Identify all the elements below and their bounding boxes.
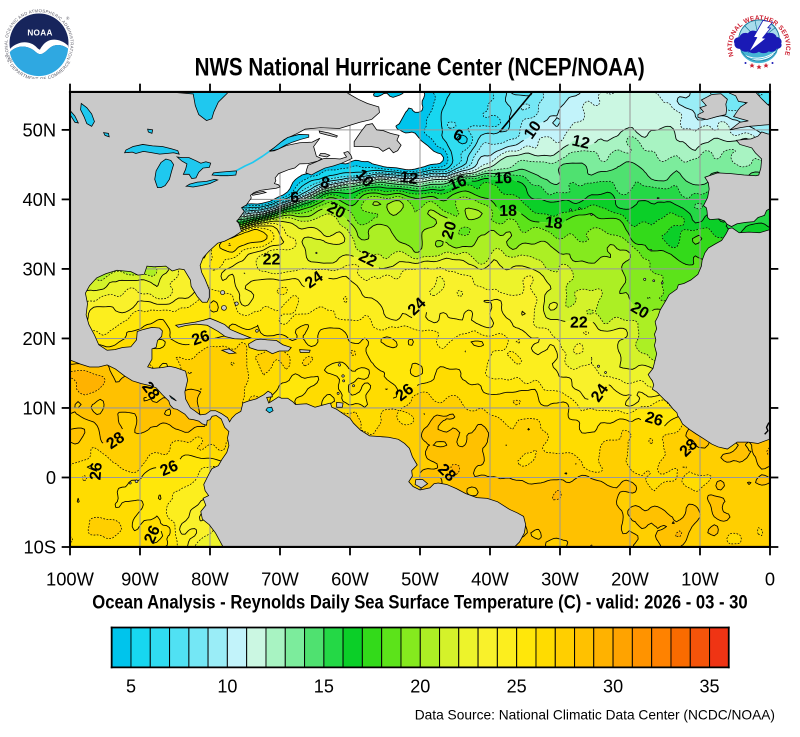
svg-text:50N: 50N: [22, 120, 56, 141]
svg-text:20: 20: [628, 299, 652, 323]
svg-text:®: ®: [66, 15, 70, 21]
svg-text:70W: 70W: [261, 568, 299, 589]
svg-text:NWS National Hurricane Center: NWS National Hurricane Center (NCEP/NOAA…: [195, 53, 645, 81]
svg-text:20: 20: [410, 677, 430, 697]
svg-text:10W: 10W: [681, 568, 719, 589]
svg-text:50W: 50W: [401, 568, 439, 589]
svg-text:35: 35: [699, 677, 719, 697]
svg-text:16: 16: [494, 170, 512, 187]
svg-text:0: 0: [765, 568, 775, 589]
svg-text:12: 12: [399, 169, 419, 188]
svg-text:22: 22: [570, 314, 588, 331]
svg-text:25: 25: [507, 677, 527, 697]
svg-text:60W: 60W: [331, 568, 369, 589]
svg-text:30W: 30W: [541, 568, 579, 589]
svg-text:20: 20: [324, 199, 348, 223]
svg-text:22: 22: [263, 252, 281, 269]
svg-text:30N: 30N: [22, 259, 56, 280]
svg-text:20N: 20N: [22, 328, 56, 349]
svg-text:15: 15: [314, 677, 334, 697]
svg-text:18: 18: [499, 203, 517, 220]
svg-text:NOAA: NOAA: [27, 29, 52, 38]
svg-text:5: 5: [126, 677, 136, 697]
svg-text:10S: 10S: [23, 537, 56, 558]
svg-text:26: 26: [190, 327, 212, 349]
svg-text:20W: 20W: [611, 568, 649, 589]
svg-text:0: 0: [46, 467, 56, 488]
svg-text:20: 20: [439, 219, 460, 241]
svg-text:26: 26: [141, 523, 164, 546]
svg-text:10: 10: [217, 677, 237, 697]
svg-text:16: 16: [446, 172, 469, 194]
svg-text:22: 22: [356, 248, 379, 271]
svg-text:40W: 40W: [471, 568, 509, 589]
svg-text:Ocean Analysis - Reynolds Dail: Ocean Analysis - Reynolds Daily Sea Surf…: [92, 591, 747, 612]
svg-text:26: 26: [87, 462, 105, 481]
svg-text:30: 30: [603, 677, 623, 697]
svg-text:8: 8: [319, 174, 331, 192]
svg-text:90W: 90W: [121, 568, 159, 589]
svg-text:12: 12: [570, 132, 591, 152]
svg-text:80W: 80W: [191, 568, 229, 589]
svg-text:26: 26: [158, 457, 181, 480]
svg-text:6: 6: [290, 189, 299, 206]
svg-text:18: 18: [544, 214, 564, 233]
svg-text:Data Source: National Climatic: Data Source: National Climatic Data Cent…: [415, 707, 775, 722]
svg-text:40N: 40N: [22, 189, 56, 210]
svg-text:100W: 100W: [46, 568, 95, 589]
svg-text:26: 26: [643, 409, 665, 430]
svg-text:10N: 10N: [22, 398, 56, 419]
